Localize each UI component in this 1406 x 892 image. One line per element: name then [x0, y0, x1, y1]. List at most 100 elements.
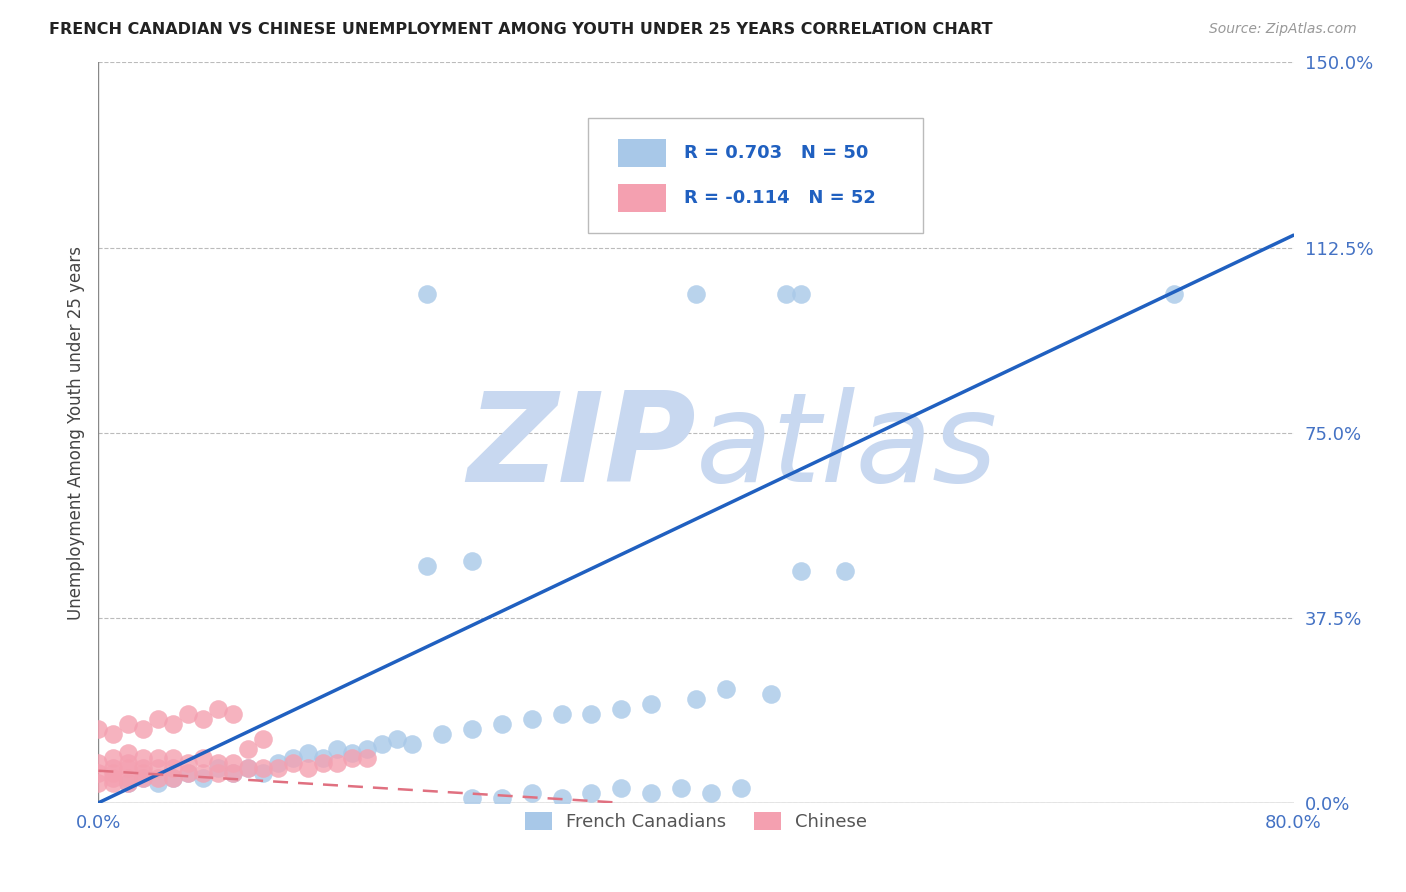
- Point: [132, 751, 155, 765]
- Point: [430, 727, 453, 741]
- Point: [581, 786, 603, 800]
- Point: [1163, 287, 1185, 301]
- Point: [669, 780, 692, 795]
- Point: [281, 751, 304, 765]
- Point: [148, 771, 170, 785]
- Point: [252, 761, 274, 775]
- Point: [162, 771, 184, 785]
- Point: [117, 771, 139, 785]
- Point: [581, 706, 603, 721]
- Point: [685, 692, 707, 706]
- Point: [207, 702, 229, 716]
- Point: [640, 786, 662, 800]
- Point: [640, 697, 662, 711]
- Point: [685, 287, 707, 301]
- Point: [148, 712, 170, 726]
- Point: [610, 702, 633, 716]
- Legend: French Canadians, Chinese: French Canadians, Chinese: [517, 805, 875, 838]
- Point: [132, 722, 155, 736]
- Text: Source: ZipAtlas.com: Source: ZipAtlas.com: [1209, 22, 1357, 37]
- Point: [371, 737, 394, 751]
- Point: [401, 737, 423, 751]
- Point: [103, 766, 125, 780]
- Point: [87, 766, 110, 780]
- Point: [385, 731, 409, 746]
- Point: [162, 771, 184, 785]
- Point: [550, 706, 572, 721]
- Point: [117, 761, 139, 775]
- Point: [326, 741, 349, 756]
- Point: [281, 756, 304, 771]
- Point: [177, 756, 200, 771]
- Point: [207, 766, 229, 780]
- Point: [87, 756, 110, 771]
- Point: [103, 727, 125, 741]
- Point: [775, 287, 797, 301]
- Point: [191, 771, 214, 785]
- Point: [87, 776, 110, 790]
- Point: [177, 766, 200, 780]
- Point: [162, 751, 184, 765]
- Point: [311, 756, 333, 771]
- Point: [148, 751, 170, 765]
- Point: [148, 776, 170, 790]
- Point: [789, 564, 811, 578]
- Point: [132, 761, 155, 775]
- Point: [252, 731, 274, 746]
- Point: [162, 761, 184, 775]
- Point: [491, 716, 513, 731]
- Point: [461, 554, 484, 568]
- Point: [297, 761, 319, 775]
- Point: [416, 558, 439, 573]
- Point: [132, 766, 155, 780]
- Point: [177, 706, 200, 721]
- Point: [461, 790, 484, 805]
- Point: [222, 706, 245, 721]
- Point: [342, 747, 364, 761]
- Point: [356, 741, 378, 756]
- Point: [714, 682, 737, 697]
- Point: [700, 786, 723, 800]
- Point: [356, 751, 378, 765]
- Point: [191, 751, 214, 765]
- Point: [520, 712, 543, 726]
- Point: [148, 761, 170, 775]
- Point: [117, 776, 139, 790]
- Bar: [619, 138, 666, 167]
- Point: [222, 766, 245, 780]
- Point: [222, 766, 245, 780]
- Point: [207, 761, 229, 775]
- Point: [491, 790, 513, 805]
- Point: [191, 712, 214, 726]
- FancyBboxPatch shape: [589, 118, 922, 233]
- Point: [789, 287, 811, 301]
- Point: [177, 766, 200, 780]
- Text: atlas: atlas: [696, 387, 998, 508]
- Point: [342, 751, 364, 765]
- Point: [117, 747, 139, 761]
- Point: [103, 776, 125, 790]
- Point: [236, 741, 259, 756]
- Point: [236, 761, 259, 775]
- Point: [326, 756, 349, 771]
- Point: [162, 716, 184, 731]
- Point: [207, 756, 229, 771]
- Point: [222, 756, 245, 771]
- Point: [103, 761, 125, 775]
- Point: [730, 780, 752, 795]
- Point: [236, 761, 259, 775]
- Text: R = -0.114   N = 52: R = -0.114 N = 52: [685, 189, 876, 207]
- Text: R = 0.703   N = 50: R = 0.703 N = 50: [685, 144, 869, 161]
- Point: [191, 766, 214, 780]
- Point: [550, 790, 572, 805]
- Point: [132, 771, 155, 785]
- Point: [834, 564, 856, 578]
- Point: [267, 756, 290, 771]
- Point: [267, 761, 290, 775]
- Point: [103, 751, 125, 765]
- Text: FRENCH CANADIAN VS CHINESE UNEMPLOYMENT AMONG YOUTH UNDER 25 YEARS CORRELATION C: FRENCH CANADIAN VS CHINESE UNEMPLOYMENT …: [49, 22, 993, 37]
- Text: ZIP: ZIP: [467, 387, 696, 508]
- Point: [416, 287, 439, 301]
- Point: [311, 751, 333, 765]
- Point: [461, 722, 484, 736]
